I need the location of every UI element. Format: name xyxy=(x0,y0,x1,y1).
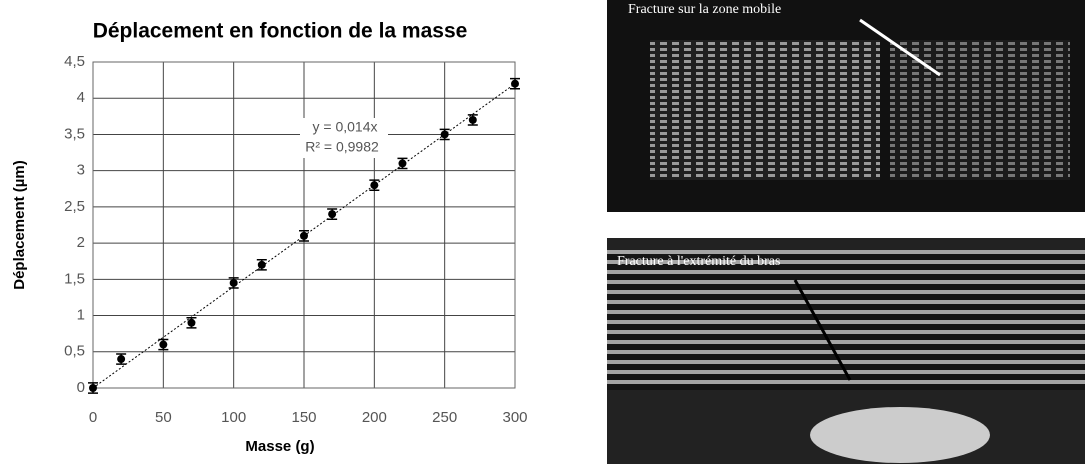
y-tick-label: 2,5 xyxy=(64,198,85,215)
x-axis-label: Masse (g) xyxy=(245,438,314,455)
y-tick-label: 1 xyxy=(77,307,85,324)
y-axis-label: Déplacement (µm) xyxy=(11,160,28,290)
plot-border xyxy=(92,61,516,389)
image-caption: Fracture à l'extrémité du bras xyxy=(617,254,780,269)
x-tick-label: 200 xyxy=(362,409,387,426)
x-tick-label: 0 xyxy=(89,409,97,426)
data-point xyxy=(328,210,337,219)
x-tick-label: 100 xyxy=(221,409,246,426)
y-tick-label: 3 xyxy=(77,162,85,179)
y-tick-label: 3,5 xyxy=(64,125,85,142)
y-tick-label: 1,5 xyxy=(64,270,85,287)
data-point xyxy=(511,79,519,88)
trendline-r2: R² = 0,9982 xyxy=(305,139,379,155)
x-tick-label: 50 xyxy=(155,409,172,426)
annotation-bg xyxy=(300,118,388,158)
data-point xyxy=(89,384,97,392)
photo-bottom: Fracture à l'extrémité du bras xyxy=(607,238,1085,464)
y-tick-label: 4,5 xyxy=(64,53,85,70)
data-point xyxy=(257,260,266,269)
y-tick-label: 0 xyxy=(77,379,85,396)
data-point xyxy=(159,340,168,349)
data-point xyxy=(468,115,477,124)
x-tick-label: 250 xyxy=(432,409,457,426)
y-tick-label: 4 xyxy=(77,89,85,106)
photo-top: Fracture sur la zone mobile xyxy=(607,0,1085,212)
image-caption: Fracture sur la zone mobile xyxy=(628,2,781,17)
chart-title: Déplacement en fonction de la masse xyxy=(93,20,468,43)
data-point xyxy=(117,355,126,364)
x-tick-label: 150 xyxy=(291,409,316,426)
data-point xyxy=(229,278,238,287)
data-point xyxy=(398,159,407,168)
data-point xyxy=(300,231,308,240)
data-point xyxy=(440,130,449,139)
y-tick-label: 0,5 xyxy=(64,343,85,360)
data-point xyxy=(187,318,196,327)
data-point xyxy=(370,181,379,190)
trendline-equation: y = 0,014x xyxy=(313,119,378,135)
x-tick-label: 300 xyxy=(502,409,527,426)
y-tick-label: 2 xyxy=(77,234,85,251)
